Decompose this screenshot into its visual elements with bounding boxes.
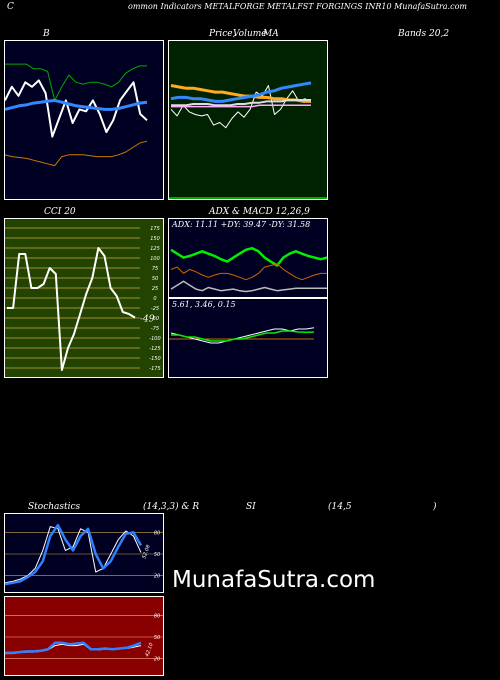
cci-tick-label: -175 bbox=[149, 366, 160, 372]
adx-series-di bbox=[170, 246, 327, 267]
bb-series-middle bbox=[5, 98, 148, 111]
price-series-ma_white bbox=[171, 99, 311, 107]
bands-title: Bands 20,2 bbox=[398, 29, 450, 39]
stoch-title: Stochastics bbox=[28, 502, 81, 512]
page-title: ommon Indicators METALFORGE METALFST FOR… bbox=[128, 2, 467, 11]
rsi-last-label: 42.10 bbox=[144, 642, 155, 658]
adx-series-di bbox=[170, 263, 327, 281]
stoch-last-label: 52.08 bbox=[141, 544, 152, 560]
price-panel bbox=[168, 40, 328, 200]
watermark: MunafaSutra.com bbox=[172, 567, 376, 593]
cci-panel: 175 150 125 100 75 50 25 0 -25 -50 -75 -100 -125 -150… bbox=[4, 218, 164, 378]
adx-values: ADX: 11.11 +DY: 39.47 -DY: 31.58 bbox=[172, 220, 311, 229]
price-title: Price, bbox=[209, 29, 236, 39]
cci-tick-label: -150 bbox=[149, 356, 160, 362]
rsi-panel: 80 50 20 42.10 bbox=[4, 596, 164, 676]
bb-series-upper bbox=[5, 63, 147, 101]
cci-tick-label: -125 bbox=[149, 346, 160, 352]
macd-series-macd bbox=[170, 327, 315, 344]
cci-last-label: -49 bbox=[140, 315, 155, 325]
cci-tick-label: -75 bbox=[151, 326, 159, 332]
adx-macd-title: ADX & MACD 12,26,9 bbox=[209, 207, 310, 217]
stoch-chart: 80 50 20 52.08 bbox=[5, 523, 163, 586]
rsi-close: ) bbox=[433, 502, 437, 512]
cci-tick-label: -25 bbox=[151, 306, 159, 312]
price-chart bbox=[169, 81, 327, 199]
macd-series-signal bbox=[171, 330, 315, 342]
cci-chart: 175 150 125 100 75 50 25 0 -25 -50 -75 -100 -125 -150… bbox=[5, 226, 161, 372]
macd-chart bbox=[169, 327, 315, 344]
volume-title: Volume bbox=[233, 29, 267, 39]
adx-series-adx bbox=[170, 280, 327, 293]
rsi-series-rsi bbox=[5, 641, 142, 655]
stoch-series-d bbox=[5, 523, 143, 586]
rsi-tick-label: 20 bbox=[154, 657, 160, 663]
cci-title: CCI 20 bbox=[44, 207, 76, 217]
bb-series-lower bbox=[5, 140, 148, 167]
cci-tick-label: 150 bbox=[150, 236, 160, 242]
price-series-ma_blue bbox=[170, 81, 312, 103]
cci-tick-label: 175 bbox=[150, 226, 160, 232]
rsi-params: (14,5 bbox=[328, 502, 352, 512]
stoch-panel: 80 50 20 52.08 bbox=[4, 513, 164, 593]
adx-panel: ADX: 11.11 +DY: 39.47 -DY: 31.58 bbox=[168, 218, 328, 298]
bb-title: B bbox=[43, 29, 50, 39]
header-lead: C bbox=[7, 2, 14, 12]
ma-title: MA bbox=[263, 29, 279, 39]
stoch-tick-label: 80 bbox=[154, 530, 160, 536]
macd-panel: 5.61, 3.46, 0.15 bbox=[168, 298, 328, 378]
cci-tick-label: 100 bbox=[150, 256, 160, 262]
cci-tick-label: -100 bbox=[149, 336, 160, 342]
adx-chart bbox=[170, 246, 327, 293]
rsi-tick-label: 80 bbox=[154, 613, 160, 619]
bollinger-panel bbox=[4, 40, 164, 200]
bb-series-price bbox=[5, 79, 148, 138]
stoch-params: (14,3,3) & R bbox=[143, 502, 200, 512]
rsi-si: SI bbox=[246, 502, 256, 512]
stoch-tick-label: 50 bbox=[154, 552, 160, 558]
cci-tick-label: 75 bbox=[152, 266, 158, 272]
price-series-price bbox=[170, 85, 312, 129]
cci-tick-label: -50 bbox=[151, 316, 159, 322]
price-series-ma_pink bbox=[171, 104, 311, 108]
cci-series bbox=[7, 247, 136, 371]
cci-tick-label: 50 bbox=[152, 276, 158, 282]
rsi-tick-label: 50 bbox=[154, 635, 160, 641]
stoch-series-k bbox=[5, 526, 142, 584]
cci-tick-label: 0 bbox=[153, 296, 156, 302]
cci-tick-label: 125 bbox=[150, 246, 160, 252]
stoch-tick-label: 20 bbox=[154, 574, 160, 580]
cci-tick-label: 25 bbox=[152, 286, 158, 292]
bollinger-chart bbox=[5, 63, 148, 167]
macd-values: 5.61, 3.46, 0.15 bbox=[172, 300, 236, 309]
